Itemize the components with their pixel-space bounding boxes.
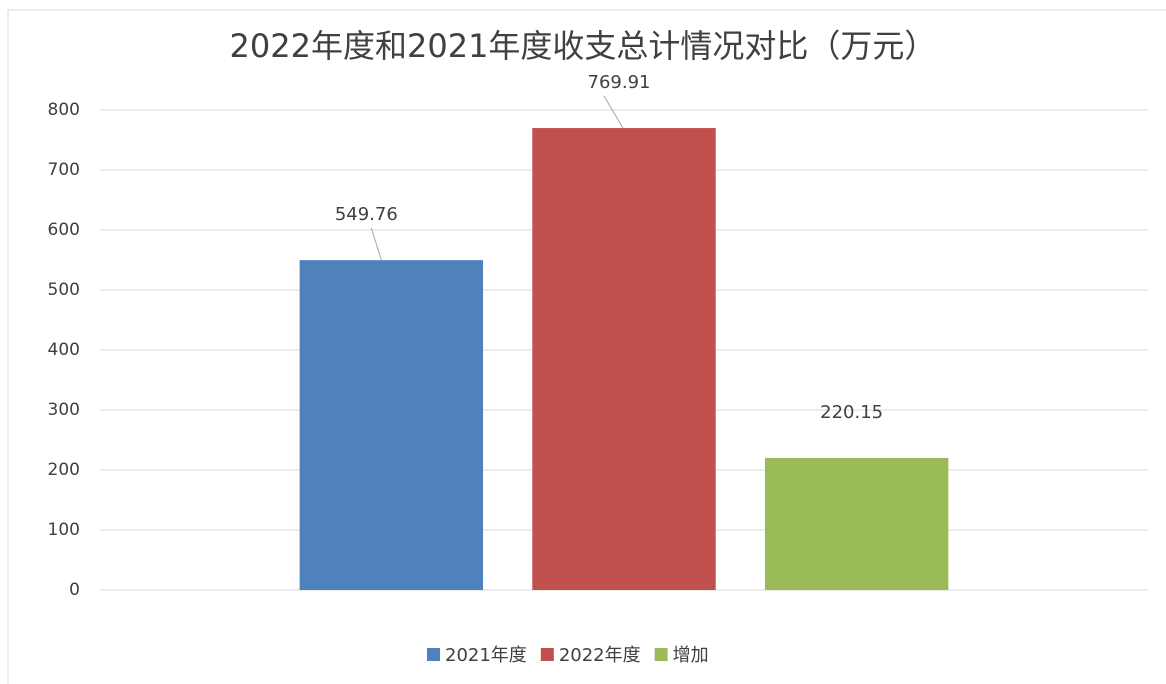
chart-border: [7, 9, 1166, 684]
legend-swatch: [427, 648, 440, 661]
leader-line: [603, 95, 624, 129]
y-tick-label: 100: [48, 520, 80, 540]
chart-title: 2022年度和2021年度收支总计情况对比（万元）: [230, 27, 937, 65]
y-tick-label: 300: [48, 400, 80, 420]
y-tick-label: 800: [48, 100, 80, 120]
bar: [299, 260, 484, 590]
bar: [764, 457, 949, 590]
y-tick-label: 400: [48, 340, 80, 360]
y-tick-label: 500: [48, 280, 80, 300]
legend-swatch: [540, 648, 554, 661]
legend: 2021年度 2022年度 增加: [427, 645, 709, 666]
data-label: 549.76: [335, 204, 398, 225]
legend-swatch: [654, 648, 668, 661]
legend-label: 2021年度: [445, 645, 527, 666]
y-tick-label: 700: [48, 160, 80, 180]
legend-label: 2022年度: [559, 645, 641, 666]
data-label: 769.91: [588, 72, 651, 93]
legend-label: 增加: [673, 645, 709, 666]
y-tick-label: 0: [69, 580, 80, 600]
y-tick-label: 600: [48, 220, 80, 240]
y-tick-label: 200: [48, 460, 80, 480]
bar: [532, 128, 716, 590]
data-label: 220.15: [820, 402, 883, 423]
leader-line: [370, 227, 382, 261]
